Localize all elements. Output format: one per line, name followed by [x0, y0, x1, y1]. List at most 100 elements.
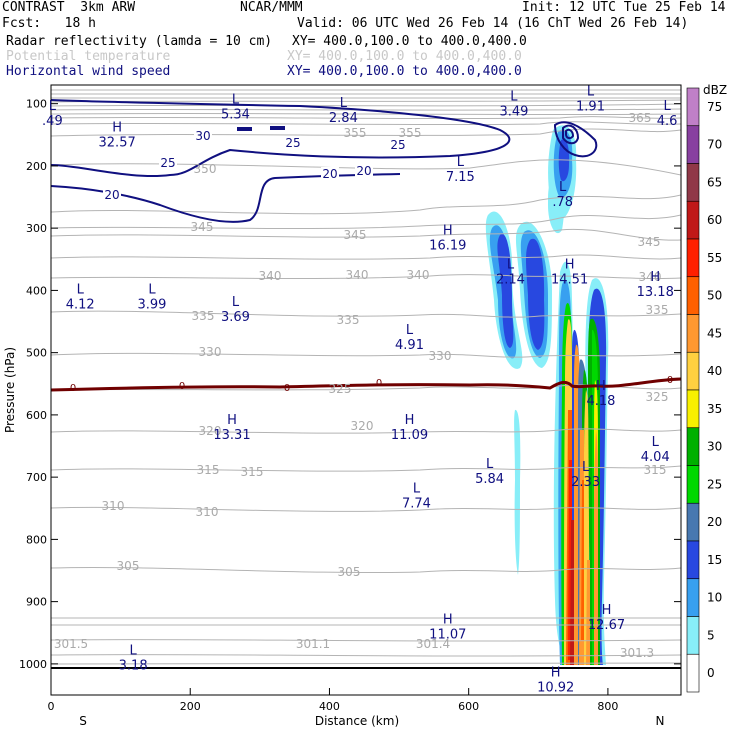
- x-end-label-south: S: [79, 714, 87, 728]
- extremum-type: L: [587, 85, 595, 100]
- theta-contour-label: 335: [337, 313, 360, 327]
- wind-label-bg: [103, 188, 121, 201]
- colorbar-swatch: [686, 351, 700, 391]
- field-wind-speed: Horizontal wind speed: [6, 64, 171, 79]
- extremum-type: L: [457, 155, 465, 170]
- extremum-type: L: [663, 99, 671, 114]
- x-tick-label: 800: [597, 700, 618, 713]
- colorbar-tick-label: 35: [707, 402, 722, 416]
- extremum-type: L: [559, 180, 567, 195]
- theta-contour-label: 315: [644, 463, 667, 477]
- y-tick-label: 500: [26, 347, 47, 360]
- colorbar-swatch: [686, 578, 700, 617]
- colorbar-tick-label: 55: [707, 251, 722, 265]
- extremum-type: L: [582, 460, 590, 475]
- y-tick-label: 100: [26, 98, 47, 111]
- colorbar-swatch: [686, 314, 700, 353]
- extremum-value: 5.84: [475, 472, 504, 487]
- extremum-type: L: [507, 258, 515, 273]
- extremum-type: L: [77, 283, 85, 298]
- wind-contour-label: 30: [195, 129, 210, 143]
- valid-time: Valid: 06 UTC Wed 26 Feb 14 (16 ChT Wed …: [297, 16, 689, 31]
- extremum-value: 2.33: [571, 475, 600, 490]
- extremum-value: .49: [42, 114, 63, 129]
- extremum-value: 10.92: [537, 680, 574, 695]
- y-tick-label: 600: [26, 409, 47, 422]
- extremum-type: H: [443, 223, 453, 238]
- theta-contour-label: 340: [259, 269, 282, 283]
- field-reflectivity-xy: XY= 400.0,100.0 to 400.0,400.0: [292, 34, 527, 49]
- extremum-type: L: [413, 482, 421, 497]
- theta-contour-label: 301.4: [416, 637, 450, 651]
- colorbar-tick-label: 0: [707, 666, 715, 680]
- wind-contour-label: 20: [322, 167, 337, 181]
- colorbar-unit: dBZ: [703, 83, 727, 97]
- extremum-type: L: [232, 295, 240, 310]
- theta-contour-label: 301.5: [54, 637, 88, 651]
- extremum-type: H: [443, 612, 453, 627]
- theta-contour-label: 365: [629, 111, 652, 125]
- x-tick-label: 0: [48, 700, 55, 713]
- extremum-type: H: [112, 121, 122, 136]
- colorbar-swatch: [686, 87, 700, 127]
- x-end-label-north: N: [656, 714, 665, 728]
- colorbar-tick-label: 50: [707, 289, 722, 303]
- colorbar-tick-label: 45: [707, 326, 722, 340]
- colorbar-swatch: [686, 502, 700, 542]
- wind-label-bg: [284, 136, 302, 149]
- extremum-type: L: [148, 283, 156, 298]
- theta-contour-label: 330: [429, 349, 452, 363]
- extremum-type: H: [565, 258, 575, 273]
- extremum-value: 32.57: [99, 136, 136, 151]
- extremum-value: 11.09: [391, 428, 428, 443]
- extremum-type: L: [49, 99, 57, 114]
- extremum-value: 13.18: [637, 285, 674, 300]
- freezing-line-label: 0: [376, 378, 382, 389]
- theta-contour-label: 305: [117, 559, 140, 573]
- y-tick-label: 300: [26, 222, 47, 235]
- field-potential-temperature-xy: XY= 400.0,100.0 to 400.0,400.0: [287, 49, 522, 64]
- theta-contour-label: 320: [351, 419, 374, 433]
- extremum-type: H: [227, 413, 237, 428]
- theta-contour-label: 325: [646, 390, 669, 404]
- colorbar-tick-label: 65: [707, 175, 722, 189]
- colorbar-swatch: [686, 427, 700, 466]
- theta-contour-label: 315: [241, 465, 264, 479]
- wind-label-bg: [321, 167, 339, 180]
- theta-contour-label: 350: [194, 162, 217, 176]
- extremum-type: L: [510, 90, 518, 105]
- wind-contour-label: 20: [104, 188, 119, 202]
- extremum-value: 14.51: [551, 273, 588, 288]
- theta-contour-label: 315: [197, 463, 220, 477]
- theta-contour-label: 355: [399, 126, 422, 140]
- extremum-type: L: [130, 644, 138, 659]
- extremum-value: 13.31: [213, 428, 250, 443]
- extremum-type: H: [405, 413, 415, 428]
- theta-contour-label: 345: [191, 220, 214, 234]
- colorbar-swatch: [686, 465, 700, 504]
- wind-label-bg: [159, 156, 177, 169]
- colorbar-swatch: [686, 653, 700, 693]
- wind-label-bg: [389, 138, 407, 151]
- colorbar-swatch: [686, 200, 700, 240]
- x-tick-label: 200: [180, 700, 201, 713]
- extremum-type: L: [652, 435, 660, 450]
- y-tick-label: 800: [26, 533, 47, 546]
- y-axis-label: Pressure (hPa): [3, 347, 17, 433]
- colorbar-tick-label: 25: [707, 477, 722, 491]
- y-tick-label: 1000: [19, 658, 47, 671]
- theta-contour-label: 330: [199, 345, 222, 359]
- extremum-type: H: [650, 270, 660, 285]
- colorbar-swatch: [686, 276, 700, 315]
- freezing-line-label: 0: [284, 383, 290, 394]
- theta-contour-label: 301.3: [620, 646, 654, 660]
- freezing-line-label: 0: [179, 381, 185, 392]
- x-tick-label: 400: [319, 700, 340, 713]
- extremum-value: 4.6: [657, 114, 678, 129]
- colorbar-swatch: [686, 125, 700, 164]
- colorbar-tick-label: 5: [707, 628, 715, 642]
- theta-contour-label: 340: [639, 270, 662, 284]
